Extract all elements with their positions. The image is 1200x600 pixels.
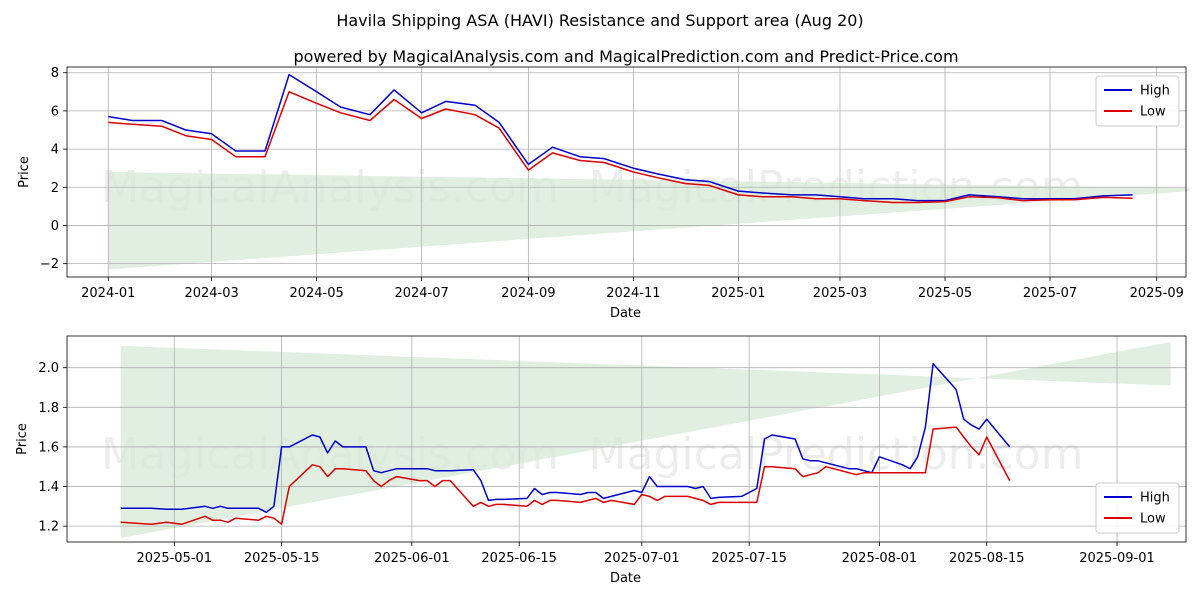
top-legend-box [1095, 75, 1180, 127]
top-x-axis-label: Date [610, 306, 641, 321]
top-x-tick-label: 2025-03 [813, 286, 867, 301]
bottom-y-axis-label: Price [15, 423, 30, 455]
top-y-tick-label: −2 [40, 257, 59, 272]
top-x-tick-label: 2024-11 [606, 286, 660, 301]
bottom-legend-label-high: High [1140, 491, 1170, 506]
bottom-y-tick-label: 1.6 [38, 440, 59, 455]
top-y-tick-label: 2 [51, 181, 59, 196]
bottom-series-low-line [120, 426, 1011, 525]
top-legend: High Low [1095, 75, 1180, 127]
bottom-x-tick-label: 2025-08-01 [842, 551, 918, 566]
top-series-high-line [108, 73, 1133, 202]
bottom-x-tick-label: 2025-05-15 [244, 551, 320, 566]
top-x-tick-label: 2024-05 [289, 286, 343, 301]
bottom-axes-frame [66, 335, 1187, 543]
top-x-tick-label: 2025-09 [1130, 286, 1184, 301]
bottom-x-tick-label: 2025-06-15 [481, 551, 557, 566]
top-legend-label-high: High [1140, 84, 1170, 99]
bottom-x-tick-label: 2025-07-01 [604, 551, 680, 566]
top-x-tick-label: 2024-03 [184, 286, 238, 301]
bottom-series-high-line [120, 362, 1011, 514]
bottom-y-tick-label: 1.4 [38, 480, 59, 495]
top-series-low-line [108, 91, 1133, 204]
bottom-legend: High Low [1095, 482, 1180, 534]
top-y-tick-label: 8 [51, 66, 59, 81]
bottom-x-tick-label: 2025-05-01 [137, 551, 213, 566]
top-x-tick-label: 2024-01 [81, 286, 135, 301]
bottom-legend-box [1095, 482, 1180, 534]
top-y-tick-label: 6 [51, 104, 59, 119]
bottom-y-tick-label: 1.2 [38, 520, 59, 535]
top-legend-label-low: Low [1140, 105, 1166, 120]
bottom-panel: MagicalAnalysis.comMagicalPrediction.com… [15, 335, 1187, 586]
bottom-x-axis-label: Date [610, 571, 641, 586]
top-axes-frame [66, 66, 1187, 278]
bottom-x-tick-label: 2025-06-01 [374, 551, 450, 566]
bottom-legend-label-low: Low [1140, 512, 1166, 527]
top-x-tick-label: 2024-07 [394, 286, 448, 301]
top-support-resistance-area [108, 172, 1190, 270]
bottom-y-tick-label: 2.0 [38, 361, 59, 376]
top-y-tick-label: 4 [51, 143, 59, 158]
chart-title: Havila Shipping ASA (HAVI) Resistance an… [336, 11, 863, 30]
bottom-x-tick-label: 2025-08-15 [949, 551, 1025, 566]
bottom-x-tick-label: 2025-09-01 [1079, 551, 1155, 566]
top-x-tick-label: 2025-05 [918, 286, 972, 301]
top-x-tick-label: 2025-07 [1023, 286, 1077, 301]
bottom-y-tick-label: 1.8 [38, 401, 59, 416]
top-panel: MagicalAnalysis.comMagicalPrediction.com… [17, 66, 1190, 321]
bottom-support-resistance-area [120, 341, 1171, 539]
top-y-tick-label: 0 [51, 219, 59, 234]
chart-subtitle: powered by MagicalAnalysis.com and Magic… [293, 47, 958, 66]
bottom-x-tick-label: 2025-07-15 [711, 551, 787, 566]
top-x-tick-label: 2025-01 [711, 286, 765, 301]
top-x-tick-label: 2024-09 [501, 286, 555, 301]
top-y-axis-label: Price [17, 156, 32, 188]
